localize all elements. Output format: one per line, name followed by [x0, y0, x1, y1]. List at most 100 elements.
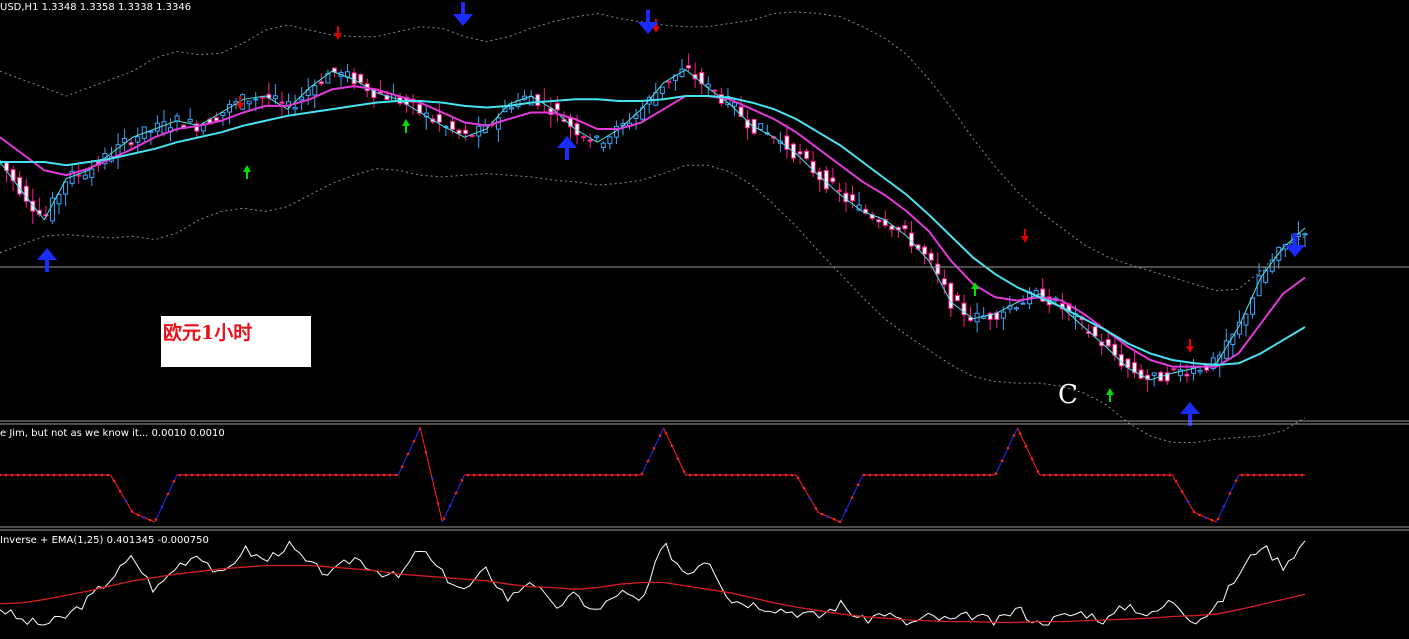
jim-point [1132, 473, 1136, 477]
sell-arrow-icon [236, 96, 244, 110]
jim-point [190, 473, 194, 477]
big-up-arrow-icon [557, 136, 577, 160]
jim-point [514, 473, 518, 477]
jim-point [634, 473, 638, 477]
jim-point [1210, 518, 1214, 522]
jim-point [1066, 473, 1070, 477]
candle-body [633, 114, 639, 119]
sub2-header: Inverse + EMA(1,25) 0.401345 -0.000750 [0, 535, 209, 546]
jim-point [658, 434, 662, 437]
jim-point [1240, 473, 1244, 477]
jim-point [820, 512, 824, 516]
big-up-arrow-icon [37, 248, 57, 272]
jim-point [1084, 473, 1088, 477]
jim-point [688, 473, 692, 477]
jim-point [538, 473, 542, 477]
candle-body [659, 86, 665, 94]
jim-point [520, 473, 524, 477]
candle-body [850, 194, 856, 202]
candle-body [279, 101, 285, 104]
candle-body [823, 169, 829, 190]
candle-body [449, 120, 455, 131]
candle-body [135, 136, 141, 143]
jim-point [388, 473, 392, 477]
jim-point [640, 472, 644, 476]
jim-point [598, 473, 602, 477]
jim-point [1108, 473, 1112, 477]
jim-point [652, 447, 656, 450]
jim-point [826, 515, 830, 518]
jim-point [148, 518, 152, 522]
candle-body [312, 85, 318, 96]
jim-point [1078, 473, 1082, 477]
candle-body [600, 142, 606, 148]
jim-point [484, 473, 488, 477]
jim-segment [1017, 427, 1041, 476]
buy-arrow-icon [402, 119, 410, 133]
candle-body [1092, 325, 1098, 337]
buy-arrow-icon [243, 165, 251, 179]
jim-point [526, 473, 530, 477]
jim-point [1048, 473, 1052, 477]
candle-body [1105, 338, 1111, 347]
moving-average-line [0, 85, 1306, 368]
jim-point [898, 473, 902, 477]
jim-point [610, 473, 614, 477]
jim-point [166, 492, 170, 496]
jim-point [1264, 473, 1268, 477]
jim-point [1054, 473, 1058, 477]
jim-segment [441, 474, 465, 523]
candle-body [30, 200, 36, 212]
candle-body [1250, 297, 1256, 315]
jim-point [220, 473, 224, 477]
candle-body [1243, 313, 1249, 326]
inverse-ema-oscillator [0, 540, 1306, 626]
candle-body [1131, 362, 1137, 374]
jim-point [604, 473, 608, 477]
jim-point [370, 473, 374, 477]
jim-point [916, 473, 920, 477]
signal-arrows [37, 2, 1305, 426]
jim-point [226, 473, 230, 477]
candle-body [922, 246, 928, 255]
jim-point [352, 473, 356, 477]
jim-point [382, 473, 386, 477]
jim-point [550, 473, 554, 477]
moving-averages [0, 68, 1306, 381]
jim-point [1102, 473, 1106, 477]
candle-body [220, 112, 226, 117]
jim-point [184, 473, 188, 477]
jim-point [1090, 473, 1094, 477]
jim-point [82, 473, 86, 477]
jim-point [832, 517, 836, 521]
jim-point [400, 465, 404, 469]
jim-point [1168, 473, 1172, 477]
lower-band [0, 164, 1306, 443]
jim-point [586, 473, 590, 477]
candle-body [292, 106, 298, 110]
jim-point [376, 473, 380, 477]
jim-point [202, 473, 206, 477]
jim-point [712, 473, 716, 477]
jim-point [124, 499, 128, 503]
wave-label: C [1058, 380, 1078, 410]
jim-point [940, 473, 944, 477]
jim-point [478, 473, 482, 477]
candle-body [246, 100, 252, 105]
jim-point [532, 473, 536, 477]
jim-point [1150, 473, 1154, 477]
candle-body [810, 160, 816, 174]
jim-point [298, 473, 302, 477]
candle-body [417, 103, 423, 114]
jim-point [1114, 473, 1118, 477]
jim-point [1294, 473, 1298, 477]
jim-point [364, 473, 368, 477]
jim-point [1030, 457, 1034, 461]
jim-point [94, 473, 98, 477]
jim-point [154, 518, 158, 521]
osc-line [0, 540, 1306, 626]
jim-point [892, 473, 896, 477]
jim-point [490, 473, 494, 477]
jim-point [556, 473, 560, 477]
jim-point [28, 473, 32, 477]
